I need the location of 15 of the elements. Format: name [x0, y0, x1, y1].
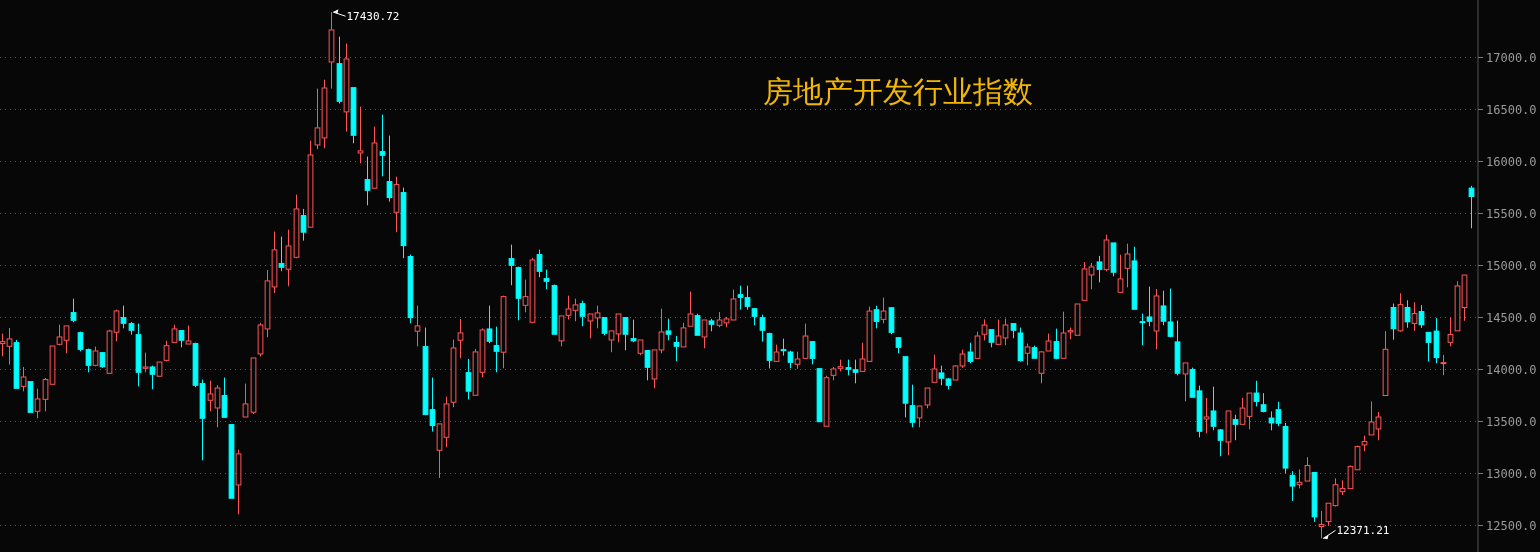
annotation: 17430.72 [346, 10, 400, 24]
y-tick-label: 14500.0 [1486, 310, 1537, 325]
y-tick-label: 15000.0 [1486, 258, 1537, 273]
y-tick-label: 14000.0 [1486, 362, 1537, 377]
annotation: 12371.21 [1322, 524, 1390, 540]
y-tick-label: 13500.0 [1486, 414, 1537, 429]
annotation: 17430.72 [332, 9, 400, 24]
y-tick-label: 17000.0 [1486, 50, 1537, 65]
y-tick-label: 16500.0 [1486, 102, 1537, 117]
title: 房地产开发行业指数 [763, 74, 1033, 109]
annotation: 12371.21 [1336, 524, 1390, 538]
y-tick-label: 13000.0 [1486, 466, 1537, 481]
y-tick-label: 12500.0 [1486, 518, 1537, 533]
y-tick-label: 15500.0 [1486, 206, 1537, 221]
y-tick-label: 16000.0 [1486, 154, 1537, 169]
